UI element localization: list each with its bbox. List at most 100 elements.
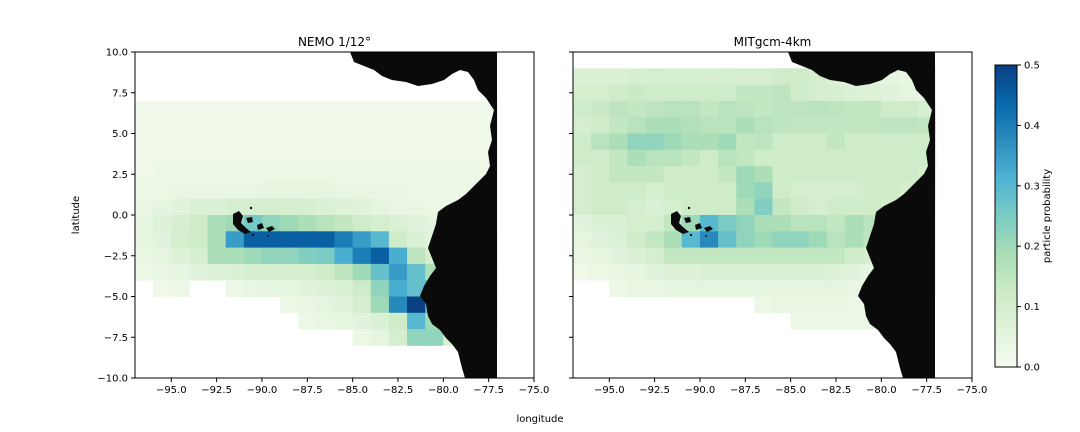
nemo-cell [425,100,444,118]
mitgcm-cell [736,280,755,297]
nemo-x-tick-label: −82.5 [383,385,414,396]
mitgcm-cell [772,247,792,265]
mitgcm-cell [609,182,628,200]
nemo-cell [352,166,372,183]
nemo-cell [352,117,372,134]
mitgcm-cell [681,100,701,118]
mitgcm-cell [736,84,755,102]
mitgcm-cell [591,231,610,248]
mitgcm-cell [899,100,918,118]
mitgcm-title: MITgcm-4km [734,35,812,49]
mitgcm-cell [591,215,610,232]
nemo-cell [135,247,154,265]
nemo-cell [225,263,245,281]
mitgcm-cell [699,280,719,297]
mitgcm-cell [573,117,592,134]
nemo-land [350,52,497,378]
mitgcm-cell [790,149,810,167]
nemo-cell [370,280,390,297]
mitgcm-cell [826,215,846,232]
nemo-cell [298,149,317,167]
nemo-cell [407,149,426,167]
nemo-cell [334,280,354,297]
mitgcm-cell [736,149,755,167]
mitgcm-panel: MITgcm-4km −95.0 −92.5 −90.0 −87.5 −85.0 −82.… [569,35,987,396]
mitgcm-cell [609,231,628,248]
colorbar-ticks: 0.0 0.1 0.2 0.3 0.4 0.5 [1017,61,1040,374]
mitgcm-cell [826,263,846,281]
mitgcm-cell [573,84,592,102]
mitgcm-cell [772,263,792,281]
nemo-x-tick-label: −92.5 [201,385,232,396]
nemo-cell [461,100,480,118]
mitgcm-cell [790,263,810,281]
colorbar-gradient [994,64,1018,368]
mitgcm-cell [573,231,592,248]
nemo-cell [316,182,335,200]
mitgcm-cell [681,198,701,216]
nemo-cell [298,296,317,314]
mitgcm-axes: −95.0 −92.5 −90.0 −87.5 −85.0 −82.5 −80.0 −77.5… [569,51,987,396]
mitgcm-cell [826,296,846,314]
nemo-cell [334,117,354,134]
mitgcm-cell [681,247,701,265]
nemo-cell [334,247,354,265]
mitgcm-cell [627,68,646,85]
nemo-cell [189,117,208,134]
nemo-cell [407,263,426,281]
mitgcm-cell [790,280,810,297]
nemo-cell [316,231,335,248]
mitgcm-cell [754,100,773,118]
mitgcm-cell [699,100,719,118]
nemo-cell [443,100,462,118]
mitgcm-cell [808,166,828,183]
mitgcm-cell [645,68,665,85]
nemo-cell [407,133,426,151]
nemo-cell [388,312,408,330]
mitgcm-cell [663,198,683,216]
nemo-x-tick-label: −87.5 [292,385,323,396]
mitgcm-cell [790,215,810,232]
nemo-cell [316,149,335,167]
mitgcm-cell [808,117,828,134]
mitgcm-cell [808,312,828,330]
mitgcm-cell [845,296,864,314]
mitgcm-cell [736,198,755,216]
mitgcm-cell [609,215,628,232]
nemo-cell [370,215,390,232]
nemo-cell [370,312,390,330]
nemo-cell [171,198,190,216]
nemo-cell [388,133,408,151]
nemo-cell [352,215,372,232]
mitgcm-cell [718,198,737,216]
nemo-cell [407,280,426,297]
mitgcm-cell [645,182,665,200]
mitgcm-cell [627,198,646,216]
colorbar-tick-label: 0.5 [1024,61,1040,72]
colorbar-tick-label: 0.4 [1024,121,1040,132]
nemo-cell [352,133,372,151]
y-axis-label: latitude [71,196,82,234]
mitgcm-cell [736,68,755,85]
mitgcm-cell [627,247,646,265]
nemo-cell [135,117,154,134]
mitgcm-cell [808,231,828,248]
nemo-cell [388,215,408,232]
nemo-cell [171,133,190,151]
mitgcm-cell [736,263,755,281]
mitgcm-cell [627,133,646,151]
mitgcm-cell [718,100,737,118]
nemo-cell [261,117,281,134]
nemo-cell [280,198,299,216]
mitgcm-cell [591,182,610,200]
nemo-cell [370,100,390,118]
mitgcm-cell [790,133,810,151]
colorbar-tick-label: 0.3 [1024,181,1040,192]
mitgcm-cell [754,182,773,200]
mitgcm-cell [845,247,864,265]
nemo-cell [207,198,227,216]
mitgcm-cell [772,84,792,102]
mitgcm-cell [627,182,646,200]
mitgcm-cell [573,100,592,118]
nemo-cell [298,198,317,216]
